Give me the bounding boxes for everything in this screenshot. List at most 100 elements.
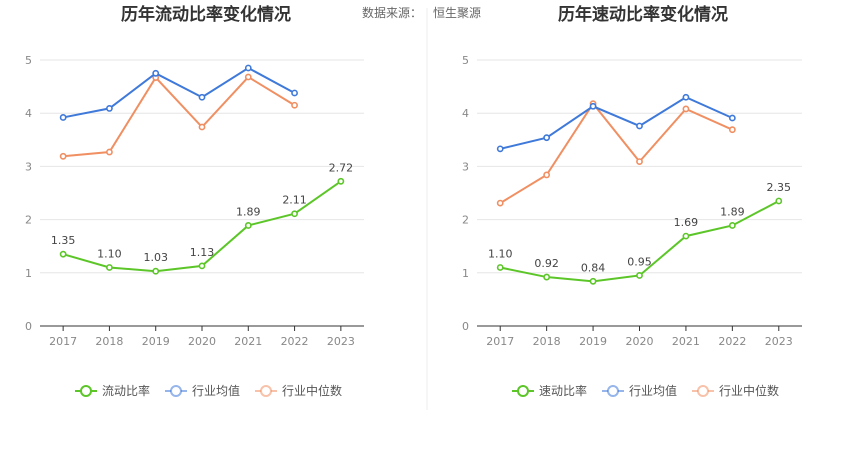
data-point[interactable] <box>636 272 643 279</box>
data-point[interactable] <box>291 101 298 109</box>
x-tick-label: 2020 <box>626 335 654 348</box>
x-tick-label: 2022 <box>718 335 746 348</box>
data-point[interactable] <box>198 93 206 101</box>
data-point[interactable] <box>244 64 252 72</box>
legend-swatch-marker <box>697 385 709 397</box>
legend: 流动比率 行业均值 行业中位数 <box>75 383 342 398</box>
legend-industry-median[interactable]: 行业中位数 <box>255 383 342 398</box>
data-point[interactable] <box>636 158 643 166</box>
x-tick-label: 2017 <box>49 335 77 348</box>
legend-label: 行业均值 <box>192 383 240 398</box>
y-tick-label: 2 <box>462 214 469 227</box>
x-tick-label: 2018 <box>95 335 123 348</box>
chart-title: 历年流动比率变化情况 <box>121 4 291 25</box>
legend-industry-median[interactable]: 行业中位数 <box>692 383 779 398</box>
data-label: 1.03 <box>143 251 168 264</box>
data-label: 2.35 <box>767 181 792 194</box>
data-point[interactable] <box>728 114 736 122</box>
x-tick-label: 2021 <box>234 335 262 348</box>
y-tick-label: 4 <box>25 107 32 120</box>
data-point[interactable] <box>291 89 298 97</box>
industry-average-series <box>59 64 298 121</box>
data-point[interactable] <box>59 152 67 160</box>
data-point[interactable] <box>152 267 160 275</box>
data-point[interactable] <box>59 114 67 121</box>
legend-swatch-marker <box>517 385 529 397</box>
data-point[interactable] <box>636 122 643 130</box>
data-source-value: 恒生聚源 <box>433 6 481 20</box>
company-series: 1.35 1.10 1.03 1.13 1.89 2.11 2.72 <box>51 161 353 275</box>
data-label: 1.35 <box>51 234 76 247</box>
legend-label: 流动比率 <box>102 383 150 398</box>
data-point[interactable] <box>198 262 206 270</box>
legend-industry-average[interactable]: 行业均值 <box>602 383 677 398</box>
y-tick-label: 1 <box>462 267 469 280</box>
y-tick-label: 0 <box>25 320 32 333</box>
quick-ratio-chart: 历年速动比率变化情况 0 1 2 3 4 5 2017 2018 2019 2020 2021 202… <box>462 4 802 398</box>
legend-company[interactable]: 流动比率 <box>75 383 150 398</box>
legend-company[interactable]: 速动比率 <box>512 383 587 398</box>
data-point[interactable] <box>244 73 252 81</box>
data-point[interactable] <box>244 222 252 229</box>
data-point[interactable] <box>152 69 160 77</box>
y-tick-label: 5 <box>462 54 469 67</box>
data-label: 0.84 <box>581 261 606 274</box>
data-point[interactable] <box>543 273 551 281</box>
data-point[interactable] <box>543 134 551 142</box>
y-tick-label: 3 <box>462 160 469 173</box>
data-label: 1.13 <box>190 246 215 259</box>
data-point[interactable] <box>775 197 783 205</box>
y-tick-label: 1 <box>25 267 32 280</box>
data-label: 1.10 <box>97 247 122 260</box>
y-tick-label: 3 <box>25 160 32 173</box>
data-label: 1.89 <box>720 205 745 218</box>
legend-swatch-marker <box>260 385 272 397</box>
data-point[interactable] <box>496 145 504 153</box>
data-point[interactable] <box>337 177 345 185</box>
series-line <box>62 66 296 119</box>
x-tick-label: 2017 <box>486 335 514 348</box>
data-label: 1.10 <box>488 247 513 260</box>
legend-swatch-marker <box>80 385 92 397</box>
data-point[interactable] <box>589 277 597 285</box>
data-label: 2.11 <box>282 194 307 207</box>
data-point[interactable] <box>543 171 551 179</box>
data-point[interactable] <box>59 250 67 258</box>
y-tick-label: 0 <box>462 320 469 333</box>
data-point[interactable] <box>496 199 504 207</box>
data-source-label: 数据来源： <box>362 5 422 20</box>
x-tick-label: 2019 <box>142 335 170 348</box>
y-tick-label: 4 <box>462 107 469 120</box>
industry-average-series <box>496 93 736 153</box>
data-point[interactable] <box>728 126 736 134</box>
x-tick-label: 2022 <box>281 335 309 348</box>
legend-label: 速动比率 <box>539 383 587 398</box>
company-series: 1.10 0.92 0.84 0.95 1.69 1.89 2.35 <box>488 181 792 285</box>
x-tick-label: 2018 <box>533 335 561 348</box>
data-point[interactable] <box>496 264 504 271</box>
legend-label: 行业均值 <box>629 383 677 398</box>
x-tick-label: 2019 <box>579 335 607 348</box>
legend-swatch-marker <box>607 385 619 397</box>
data-point[interactable] <box>106 264 113 271</box>
current-ratio-chart: 历年流动比率变化情况 0 1 2 3 4 5 2017 2018 2019 2020 2021 202… <box>25 4 364 398</box>
legend-industry-average[interactable]: 行业均值 <box>165 383 240 398</box>
legend-label: 行业中位数 <box>719 383 779 398</box>
x-tick-label: 2023 <box>327 335 355 348</box>
y-tick-label: 5 <box>25 54 32 67</box>
data-point[interactable] <box>106 148 113 156</box>
data-label: 1.89 <box>236 205 261 218</box>
data-point[interactable] <box>728 222 736 229</box>
x-tick-label: 2021 <box>672 335 700 348</box>
data-label: 1.69 <box>674 216 699 229</box>
data-point[interactable] <box>589 102 597 110</box>
data-point[interactable] <box>198 123 206 131</box>
legend-swatch-marker <box>170 385 182 397</box>
data-point[interactable] <box>682 232 690 240</box>
data-point[interactable] <box>682 93 690 101</box>
data-point[interactable] <box>682 105 690 113</box>
data-label: 0.92 <box>534 257 559 270</box>
data-point[interactable] <box>106 105 113 112</box>
data-point[interactable] <box>291 210 298 218</box>
